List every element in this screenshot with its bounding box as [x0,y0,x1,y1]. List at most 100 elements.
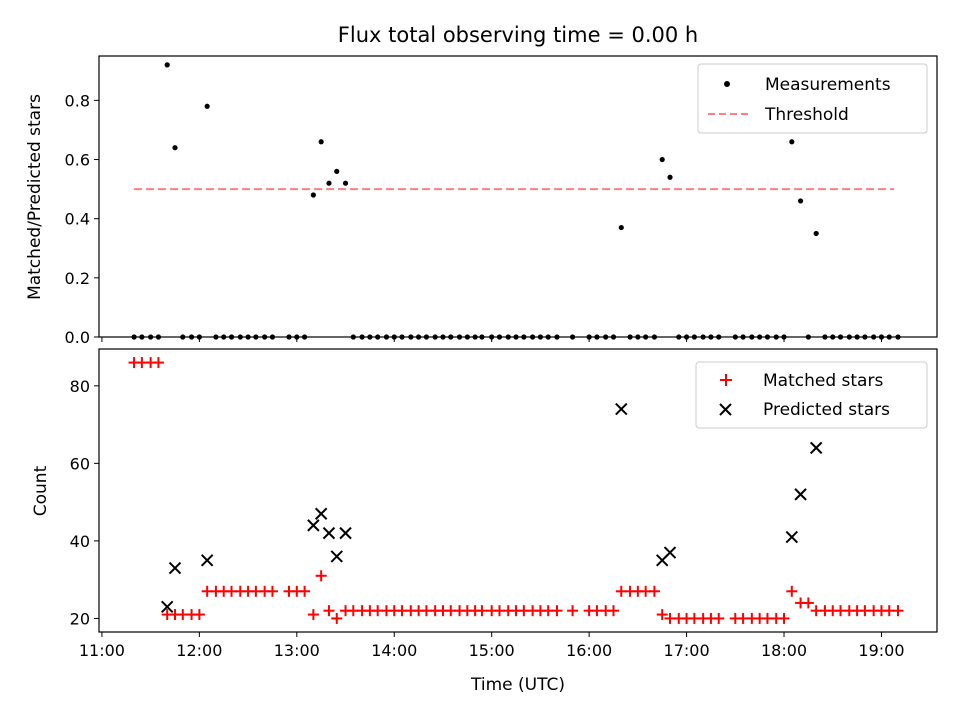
measurement-point [659,156,665,163]
y-tick-label: 60 [70,454,90,473]
matched-star-point [648,585,660,597]
predicted-star-point [168,561,182,575]
measurement-point [342,180,349,186]
matched-star-point [266,585,278,597]
measurement-point [618,224,624,231]
x-tick-label: 14:00 [371,641,417,660]
bottom-panel: 20 40 60 80 11:00 12:00 13:00 14:00 15:00 16:00 17… [31,348,938,695]
bottom-legend-box [695,361,928,429]
x-tick-label: 17:00 [664,641,710,660]
x-b [794,488,807,501]
x-tick-label: 19:00 [858,641,904,660]
legend-matched-label: Matched stars [763,371,883,391]
x-b [200,554,214,567]
top-legend: Measurements Threshold [697,63,928,134]
x-b [322,526,336,540]
y-tick-label: 0.2 [65,269,90,288]
measurement-point [172,145,178,151]
x-b [168,561,182,575]
matched-star-point [567,605,579,617]
bottom-plot-frame [98,348,938,633]
x-tick-label: 18:00 [761,641,807,660]
legend-measurements-label: Measurements [765,75,891,95]
predicted-star-point [794,488,807,501]
legend-predicted-marker [719,403,732,416]
y-tick-label: 0.4 [65,210,90,229]
predicted-star-point [307,519,320,532]
top-plot-frame [98,55,938,338]
count-marks [128,357,904,624]
predicted-star-point [809,441,823,455]
matched-star-point [607,605,619,617]
x-tick-label: 15:00 [469,641,515,660]
matched-star-point [476,605,488,617]
predicted-star-point [314,507,328,520]
legend-measurements-marker [724,81,730,87]
x-b [663,546,677,559]
matched-star-point [786,585,798,597]
measurement-point [813,230,819,237]
legend-threshold-label: Threshold [764,105,849,125]
x-b [330,550,343,563]
x-tick-label: 13:00 [274,641,320,660]
predicted-star-point [663,546,677,559]
x-b [161,600,174,614]
measurement-point [667,174,673,180]
matched-star-point [315,570,327,582]
measurement-point [797,198,804,204]
chart-title: Flux total observing time = 0.00 h [338,23,698,47]
y-tick-label: 0.8 [65,91,90,110]
x-b [314,507,328,520]
matched-star-point [323,605,335,617]
matched-star-point [778,612,790,624]
predicted-star-point [200,554,214,567]
matched-star-point [551,605,563,617]
x-b [615,402,628,416]
measurement-point [204,103,210,109]
x-tick-label: 12:00 [176,641,222,660]
measurement-point [326,180,332,186]
predicted-star-point [339,526,352,540]
x-b [339,526,352,540]
predicted-star-point [161,600,174,614]
top-panel: 0.00.20.40.60.8 Matched/Predicted stars … [25,55,938,347]
matched-star-point [152,357,164,369]
matched-star-point [656,609,668,621]
measurement-point [334,168,340,174]
predicted-star-point [322,526,336,540]
bottom-axes: 20 40 60 80 11:00 12:00 13:00 14:00 15:00 16:00 17… [70,377,905,660]
legend-predicted-label: Predicted stars [763,400,890,420]
top-legend-box [697,63,928,134]
top-axes: 0.0 0.2 0.4 0.6 0.8 [65,91,882,347]
bottom-legend: Matched stars Predicted stars [695,361,928,429]
matched-star-point [299,585,311,597]
predicted-star-point [615,402,628,416]
y-tick-label: 80 [70,377,90,396]
predicted-star-point [785,530,799,544]
matched-star-point [713,612,725,624]
legend-matched-marker [720,374,732,386]
x-tick-label: 16:00 [566,641,612,660]
x-tick-label: 11:00 [79,641,125,660]
y-tick-label: 40 [70,532,90,551]
top-y-axis-label: Matched/Predicted stars [25,94,45,300]
y-tick-label: 20 [70,609,90,628]
x-axis-label: Time (UTC) [470,675,565,695]
y-tick-label: 0.6 [65,151,90,170]
matched-star-point [892,605,904,617]
matched-star-point [307,609,319,621]
measurement-point [310,192,316,198]
x-b [785,530,799,544]
matched-star-point [193,609,205,621]
measurement-point [164,62,170,68]
measurement-point [318,139,324,145]
y-tick-label: 0.0 [65,328,90,347]
measurement-marks [131,62,901,340]
bottom-y-axis-label: Count [31,465,51,516]
predicted-star-point [330,550,343,563]
matched-star-point [802,597,814,609]
matched-star-point [331,612,343,624]
measurement-point [789,139,795,145]
x-b [307,519,320,532]
